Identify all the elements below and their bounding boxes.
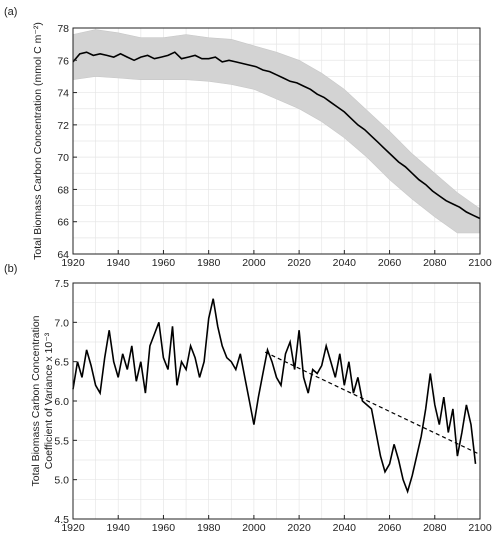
panel-a: 1920 1940 1960 1980 2000 2020 2040 2060 2080 2100… [4, 6, 492, 269]
panel-b: 1920 1940 1960 1980 2000 2020 2040 2060 2080 2100… [4, 263, 492, 534]
panel-b-x-tick-label: 2040 [333, 522, 357, 534]
panel-a-x-tick-label: 2080 [423, 257, 447, 269]
panel-b-y-tick-label: 7.0 [54, 317, 69, 329]
panel-a-x-tick-label: 2100 [468, 257, 492, 269]
panel-b-y-tick-label: 5.0 [54, 475, 69, 487]
panel-b-x-tick-label: 2000 [242, 522, 266, 534]
panel-a-y-tick-label: 72 [57, 120, 69, 132]
panel-a-x-tick-label: 1920 [61, 257, 85, 269]
panel-a-y-tick-label: 70 [57, 152, 69, 164]
panel-b-x-tick-label: 1980 [197, 522, 221, 534]
panel-a-x-tick-label: 1940 [107, 257, 131, 269]
panel-a-y-tick-label: 76 [57, 55, 69, 67]
panel-b-x-tick-label: 1960 [152, 522, 176, 534]
panel-b-y-axis-label-line2: Coefficient of Variance x 10⁻³ [43, 332, 55, 469]
panel-b-x-tick-label: 1940 [107, 522, 131, 534]
panel-a-x-tick-label: 2000 [242, 257, 266, 269]
panel-b-y-tick-label: 7.5 [54, 278, 69, 290]
panel-a-y-tick-label: 64 [57, 249, 69, 261]
panel-b-y-tick-label: 6.5 [54, 357, 69, 369]
panel-a-y-tick-label: 74 [57, 88, 69, 100]
panel-b-x-tick-label: 1920 [61, 522, 85, 534]
panel-a-x-tick-label: 1980 [197, 257, 221, 269]
panel-a-label: (a) [4, 6, 17, 18]
panel-b-x-tick-label: 2060 [378, 522, 402, 534]
panel-b-x-tick-label: 2100 [468, 522, 492, 534]
panel-a-y-tick-label: 66 [57, 217, 69, 229]
panel-a-x-tick-label: 1960 [152, 257, 176, 269]
panel-a-y-tick-label: 68 [57, 184, 69, 196]
panel-b-y-axis-label-line1: Total Biomass Carbon Concentration [30, 315, 42, 486]
panel-a-ticks: 1920 1940 1960 1980 2000 2020 2040 2060 2080 2100… [57, 23, 492, 269]
panel-b-trend-line [264, 351, 481, 456]
panel-b-grid [72, 282, 481, 520]
panel-b-cv-line [72, 298, 477, 495]
panel-b-y-tick-label: 5.5 [54, 435, 69, 447]
panel-a-frame [72, 27, 481, 255]
panel-b-ticks: 1920 1940 1960 1980 2000 2020 2040 2060 2080 2100… [54, 278, 491, 534]
panel-a-y-tick-label: 78 [57, 23, 69, 35]
panel-a-x-tick-label: 2060 [378, 257, 402, 269]
panel-b-y-tick-label: 6.0 [54, 396, 69, 408]
panel-a-y-axis-label: Total Biomass Carbon Concentration (mmol… [32, 22, 44, 260]
panel-b-y-tick-label: 4.5 [54, 514, 69, 526]
panel-a-x-tick-label: 2020 [287, 257, 311, 269]
panel-a-mean-line [72, 51, 481, 220]
panel-b-label: (b) [4, 263, 17, 275]
panel-a-x-tick-label: 2040 [333, 257, 357, 269]
panel-b-x-tick-label: 2020 [287, 522, 311, 534]
panel-b-x-tick-label: 2080 [423, 522, 447, 534]
